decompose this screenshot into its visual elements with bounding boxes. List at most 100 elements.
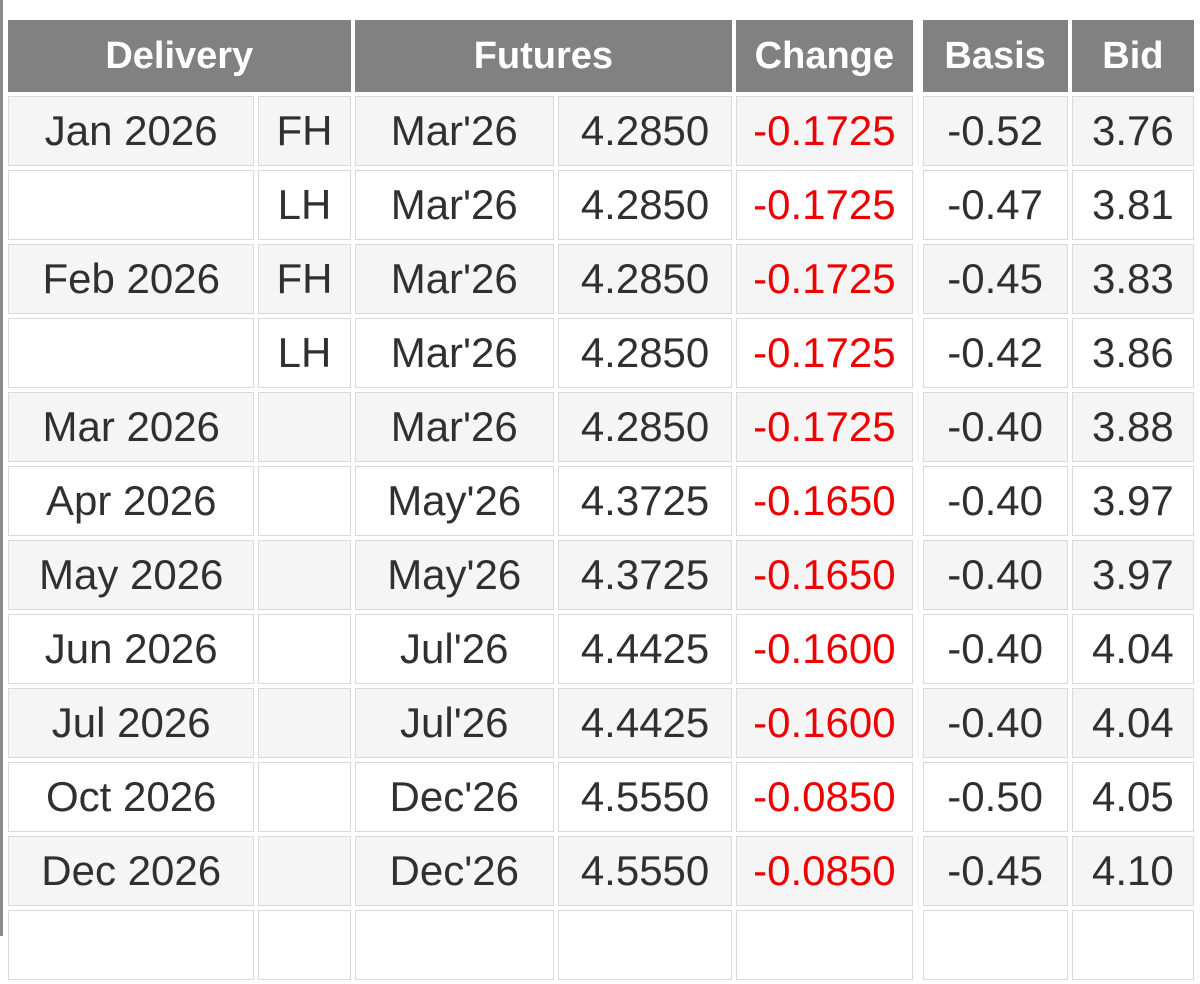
futures-price-cell: 4.4425	[557, 614, 733, 684]
bid-cell: 3.83	[1071, 244, 1194, 314]
column-spacer	[917, 466, 919, 536]
change-cell	[736, 910, 913, 980]
header-delivery: Delivery	[8, 20, 351, 92]
futures-contract-cell: Mar'26	[354, 318, 554, 388]
change-cell: -0.1725	[736, 170, 913, 240]
change-cell: -0.1725	[736, 392, 913, 462]
futures-price-cell	[557, 910, 733, 980]
delivery-month-cell: Oct 2026	[8, 762, 255, 832]
basis-cell: -0.47	[922, 170, 1068, 240]
futures-price-cell: 4.5550	[557, 836, 733, 906]
basis-cell: -0.52	[922, 96, 1068, 166]
table-row: Mar 2026 Mar'26 4.2850 -0.1725 -0.40 3.8…	[8, 392, 1194, 462]
delivery-half-cell	[258, 392, 351, 462]
bid-cell: 3.86	[1071, 318, 1194, 388]
header-row: Delivery Futures Change Basis Bid	[8, 20, 1194, 92]
futures-price-cell: 4.2850	[557, 244, 733, 314]
basis-cell: -0.45	[922, 836, 1068, 906]
futures-contract-cell: Mar'26	[354, 392, 554, 462]
futures-price-cell: 4.2850	[557, 318, 733, 388]
table-header: Delivery Futures Change Basis Bid	[8, 20, 1194, 92]
futures-contract-cell: Mar'26	[354, 96, 554, 166]
column-spacer	[917, 762, 919, 832]
table-row: Jul 2026 Jul'26 4.4425 -0.1600 -0.40 4.0…	[8, 688, 1194, 758]
futures-price-cell: 4.2850	[557, 96, 733, 166]
futures-contract-cell: May'26	[354, 466, 554, 536]
header-column-spacer	[917, 20, 919, 92]
table-row	[8, 910, 1194, 980]
header-basis: Basis	[922, 20, 1068, 92]
column-spacer	[916, 540, 919, 610]
table-row: Jan 2026 FH Mar'26 4.2850 -0.1725 -0.52 …	[8, 96, 1194, 166]
futures-contract-cell	[354, 910, 554, 980]
column-spacer	[916, 244, 919, 314]
table-row: May 2026 May'26 4.3725 -0.1650 -0.40 3.9…	[8, 540, 1194, 610]
futures-contract-cell: Jul'26	[354, 688, 554, 758]
basis-cell: -0.40	[922, 392, 1068, 462]
page-left-border	[0, 0, 3, 936]
change-cell: -0.1725	[736, 96, 913, 166]
futures-contract-cell: May'26	[354, 540, 554, 610]
futures-price-cell: 4.5550	[557, 762, 733, 832]
delivery-half-cell: LH	[258, 170, 351, 240]
basis-cell: -0.40	[922, 614, 1068, 684]
change-cell: -0.1725	[736, 244, 913, 314]
delivery-month-cell: Dec 2026	[8, 836, 255, 906]
delivery-month-cell: Feb 2026	[8, 244, 255, 314]
futures-contract-cell: Mar'26	[354, 244, 554, 314]
basis-cell: -0.42	[922, 318, 1068, 388]
delivery-half-cell	[258, 836, 351, 906]
futures-price-cell: 4.3725	[557, 466, 733, 536]
bid-cell: 3.81	[1071, 170, 1194, 240]
change-cell: -0.1650	[736, 540, 913, 610]
table-row: LH Mar'26 4.2850 -0.1725 -0.47 3.81	[8, 170, 1194, 240]
bid-cell: 4.04	[1071, 688, 1194, 758]
delivery-month-cell: Jan 2026	[8, 96, 255, 166]
delivery-month-cell	[8, 318, 255, 388]
column-spacer	[916, 392, 919, 462]
delivery-half-cell	[258, 466, 351, 536]
futures-bid-table-container: Delivery Futures Change Basis Bid Jan 20…	[4, 16, 1200, 984]
column-spacer	[917, 170, 919, 240]
change-cell: -0.0850	[736, 762, 913, 832]
futures-price-cell: 4.2850	[557, 170, 733, 240]
delivery-month-cell	[8, 910, 255, 980]
delivery-half-cell	[258, 910, 351, 980]
futures-bid-table: Delivery Futures Change Basis Bid Jan 20…	[4, 16, 1198, 984]
change-cell: -0.1600	[736, 688, 913, 758]
header-change: Change	[736, 20, 913, 92]
futures-contract-cell: Dec'26	[354, 836, 554, 906]
delivery-half-cell	[258, 540, 351, 610]
basis-cell: -0.45	[922, 244, 1068, 314]
change-cell: -0.1600	[736, 614, 913, 684]
basis-cell: -0.40	[922, 540, 1068, 610]
delivery-half-cell	[258, 688, 351, 758]
bid-cell: 3.97	[1071, 466, 1194, 536]
change-cell: -0.0850	[736, 836, 913, 906]
futures-contract-cell: Dec'26	[354, 762, 554, 832]
delivery-half-cell	[258, 762, 351, 832]
header-futures: Futures	[354, 20, 733, 92]
delivery-half-cell: LH	[258, 318, 351, 388]
basis-cell: -0.40	[922, 688, 1068, 758]
basis-cell	[922, 910, 1068, 980]
header-bid: Bid	[1071, 20, 1194, 92]
bid-cell	[1071, 910, 1194, 980]
bid-cell: 4.05	[1071, 762, 1194, 832]
delivery-month-cell: Mar 2026	[8, 392, 255, 462]
bid-cell: 3.88	[1071, 392, 1194, 462]
column-spacer	[917, 318, 919, 388]
delivery-month-cell	[8, 170, 255, 240]
column-spacer	[917, 910, 919, 980]
futures-contract-cell: Mar'26	[354, 170, 554, 240]
table-row: Apr 2026 May'26 4.3725 -0.1650 -0.40 3.9…	[8, 466, 1194, 536]
column-spacer	[916, 688, 919, 758]
table-row: LH Mar'26 4.2850 -0.1725 -0.42 3.86	[8, 318, 1194, 388]
table-row: Oct 2026 Dec'26 4.5550 -0.0850 -0.50 4.0…	[8, 762, 1194, 832]
delivery-half-cell: FH	[258, 96, 351, 166]
bid-cell: 4.10	[1071, 836, 1194, 906]
table-row: Dec 2026 Dec'26 4.5550 -0.0850 -0.45 4.1…	[8, 836, 1194, 906]
column-spacer	[917, 614, 919, 684]
column-spacer	[916, 836, 919, 906]
bid-cell: 3.76	[1071, 96, 1194, 166]
